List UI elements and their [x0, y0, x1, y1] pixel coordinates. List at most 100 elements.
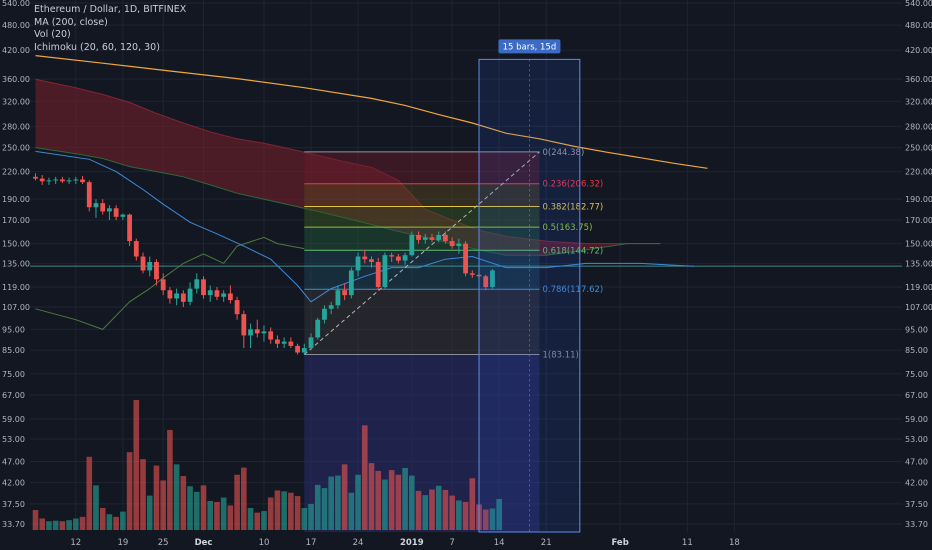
volume-bar: [146, 495, 153, 530]
volume-bar: [93, 485, 99, 530]
price-tick-left: 360.00: [2, 75, 30, 84]
price-tick-right: 37.50: [905, 500, 928, 509]
volume-bar: [99, 507, 106, 530]
candle-body: [295, 345, 300, 353]
price-tick-right: 170.00: [905, 216, 932, 225]
price-tick-left: 420.00: [2, 46, 30, 55]
price-tick-left: 33.70: [2, 520, 25, 529]
candle-body: [429, 237, 435, 240]
candle-body: [46, 180, 52, 182]
candle-body: [281, 341, 287, 344]
candle-body: [59, 179, 65, 182]
candle-body: [348, 270, 354, 296]
volume-bar: [489, 508, 496, 530]
date-tick-label: Dec: [195, 538, 213, 548]
fib-zone: [304, 250, 540, 290]
ichimoku-span-b: [35, 147, 661, 256]
candle-body: [355, 256, 361, 271]
candle-body: [187, 288, 193, 302]
price-tick-left: 85.00: [2, 346, 25, 355]
candle-body: [80, 179, 85, 183]
volume-bar: [321, 488, 328, 530]
candle-body: [288, 341, 294, 346]
price-tick-right: 250.00: [905, 144, 932, 153]
fib-zone: [304, 183, 540, 207]
volume-bar: [66, 520, 72, 530]
date-tick-label: 11: [682, 538, 693, 548]
price-tick-left: 280.00: [2, 122, 30, 131]
trendline: [303, 151, 540, 355]
volume-bar: [415, 490, 422, 530]
price-tick-left: 170.00: [2, 216, 30, 225]
candle-body: [315, 319, 321, 338]
ichimoku-cloud-layer: [35, 78, 661, 256]
candle-body: [160, 279, 166, 291]
candle-body: [375, 261, 381, 288]
price-tick-left: 67.00: [2, 391, 25, 400]
ma-200-line: [35, 55, 708, 169]
ichimoku-cloud: [35, 79, 661, 256]
fib-level-label: 0.786(117.62): [543, 285, 604, 295]
candle-body: [201, 279, 206, 296]
candle-body: [53, 179, 59, 181]
price-tick-right: 75.00: [905, 370, 928, 379]
legend-symbol-title[interactable]: Ethereum / Dollar, 1D, BITFINEX: [34, 4, 187, 15]
candle-body: [39, 178, 45, 182]
candle-body: [140, 256, 146, 271]
legend-ma-indicator[interactable]: MA (200, close): [34, 16, 108, 28]
candle-body: [342, 290, 348, 296]
volume-bar: [140, 459, 146, 530]
volume-bar: [214, 501, 220, 530]
price-tick-left: 250.00: [2, 144, 30, 153]
candle-body: [154, 261, 159, 280]
price-tick-left: 150.00: [2, 240, 30, 249]
volume-bar: [361, 425, 368, 530]
candle-body: [93, 203, 99, 208]
volume-bar: [449, 495, 455, 530]
candle-body: [436, 235, 442, 240]
candle-body: [382, 255, 388, 288]
price-tick-left: 220.00: [2, 168, 30, 177]
candle-body: [241, 314, 247, 336]
fib-zone: [304, 227, 540, 251]
legend-ichimoku-indicator[interactable]: Ichimoku (20, 60, 120, 30): [34, 41, 160, 53]
volume-bar: [227, 505, 234, 530]
candle-body: [443, 235, 448, 242]
candle-body: [422, 237, 428, 240]
ichimoku-span-a: [35, 78, 661, 245]
measure-tool[interactable]: 15 bars, 15d: [478, 39, 581, 533]
candle-body: [456, 243, 462, 247]
legend-volume-indicator[interactable]: Vol (20): [34, 29, 71, 41]
candle-body: [73, 179, 79, 181]
price-tick-right: 119.00: [905, 283, 932, 292]
candle-body: [107, 208, 112, 212]
volume-bar: [328, 476, 334, 530]
price-tick-right: 150.00: [905, 240, 932, 249]
volume-bar: [220, 497, 227, 530]
measure-badge: [498, 39, 561, 54]
volume-bar: [267, 497, 274, 530]
volume-bar: [254, 512, 261, 530]
price-tick-left: 320.00: [2, 97, 30, 106]
candle-body: [369, 259, 374, 262]
price-tick-right: 95.00: [905, 325, 928, 334]
candle-body: [133, 241, 139, 257]
date-tick-label: 7: [449, 538, 454, 548]
candle-body: [113, 208, 119, 217]
candle-body: [490, 270, 495, 288]
candle-body: [33, 176, 38, 179]
volume-bar: [288, 492, 294, 530]
volume-bar: [422, 495, 429, 530]
fib-level-label: 0.5(163.75): [543, 223, 593, 233]
volume-bar: [167, 429, 173, 530]
date-tick-label: 2019: [400, 538, 424, 548]
volume-bar: [435, 485, 442, 530]
volume-bar: [126, 452, 133, 530]
volume-bar: [409, 475, 415, 530]
price-tick-right: 320.00: [905, 97, 932, 106]
volume-bar: [482, 509, 489, 530]
volume-bar: [402, 468, 408, 530]
price-tick-right: 47.00: [905, 458, 928, 467]
volume-bar: [341, 464, 348, 530]
